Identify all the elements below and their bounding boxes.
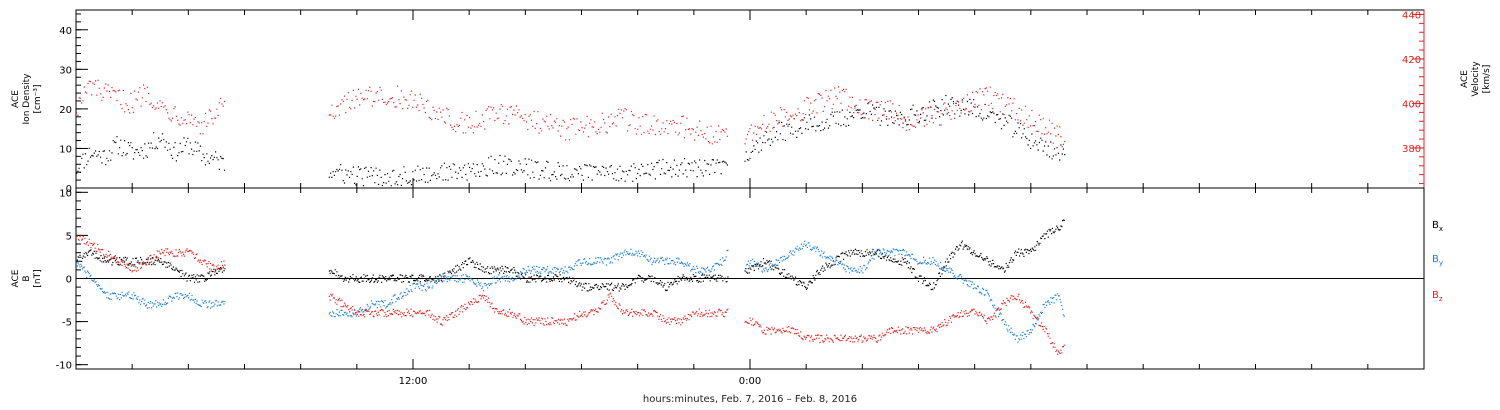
x-axis-label: hours:minutes, Feb. 7, 2016 – Feb. 8, 20… <box>642 394 858 405</box>
y2-tick-label: 380 <box>1402 144 1421 155</box>
velocity-segment-1 <box>328 85 728 145</box>
density-segment-1 <box>328 154 728 187</box>
velocity-axis-label-line: [km/s] <box>1482 65 1492 94</box>
density-series <box>76 94 1066 187</box>
y-tick-label: 0 <box>66 275 72 286</box>
panel-frame <box>75 9 1425 189</box>
b-bz-segment-0 <box>76 234 226 273</box>
y-tick-label: 5 <box>66 231 72 242</box>
y2-tick-label: 400 <box>1402 99 1421 110</box>
y-tick-label: 0 <box>66 184 72 195</box>
legend-bx: Bx <box>1432 220 1443 233</box>
velocity-axis-label: ACE Velocity [km/s] <box>1460 61 1492 97</box>
b-bz-segment-2 <box>744 293 1065 355</box>
b-bx-segment-1 <box>328 257 729 292</box>
density-segment-0 <box>76 132 226 174</box>
y-tick-label: -5 <box>62 318 72 329</box>
ion-density-axis-label-line: [cm⁻³] <box>33 84 43 113</box>
velocity-axis-label-line: ACE <box>1460 70 1470 88</box>
legend-subscript: z <box>1439 295 1443 303</box>
b-field-axis-label-line: ACE <box>11 269 21 287</box>
y2-tick-label: 440 <box>1402 10 1421 21</box>
velocity-axis-label-line: Velocity <box>1471 61 1481 97</box>
b-series-bz <box>76 234 1065 355</box>
y-tick-label: -10 <box>56 361 72 372</box>
y-tick-label: 10 <box>59 188 72 199</box>
b-bz-segment-1 <box>328 292 729 326</box>
b-field-axis-label-line: [nT] <box>33 269 43 287</box>
b-bx-segment-0 <box>76 249 226 283</box>
y-tick-label: 20 <box>59 105 72 116</box>
ion-density-axis-label: ACE Ion Density [cm⁻³] <box>11 73 43 125</box>
b-by-segment-1 <box>328 248 729 318</box>
velocity-series <box>76 79 1066 148</box>
b-by-segment-2 <box>744 240 1065 343</box>
b-series-bx <box>76 219 1065 292</box>
y-tick-label: 30 <box>59 65 72 76</box>
b-by-segment-0 <box>76 261 226 309</box>
velocity-segment-2 <box>744 86 1066 148</box>
b-field-axis-label-line: B <box>22 275 32 281</box>
ion-density-axis-label-line: ACE <box>11 90 21 108</box>
legend-bz: Bz <box>1432 290 1443 303</box>
b-series-by <box>76 240 1065 343</box>
x-tick-label: 0:00 <box>739 376 761 387</box>
x-tick-label: 12:00 <box>399 376 428 387</box>
ion-density-axis-label-line: Ion Density <box>22 73 32 125</box>
y-tick-label: 40 <box>59 26 72 37</box>
legend-subscript: x <box>1439 225 1443 233</box>
density-segment-2 <box>744 94 1066 162</box>
b-field-axis-label: ACE B [nT] <box>11 269 43 287</box>
y-tick-label: 10 <box>59 144 72 155</box>
legend-subscript: y <box>1439 259 1443 267</box>
time-axis-labels: 12:00 0:00 <box>399 376 762 387</box>
velocity-segment-0 <box>76 79 226 135</box>
legend-by: By <box>1432 254 1443 267</box>
y2-tick-label: 420 <box>1402 55 1421 66</box>
